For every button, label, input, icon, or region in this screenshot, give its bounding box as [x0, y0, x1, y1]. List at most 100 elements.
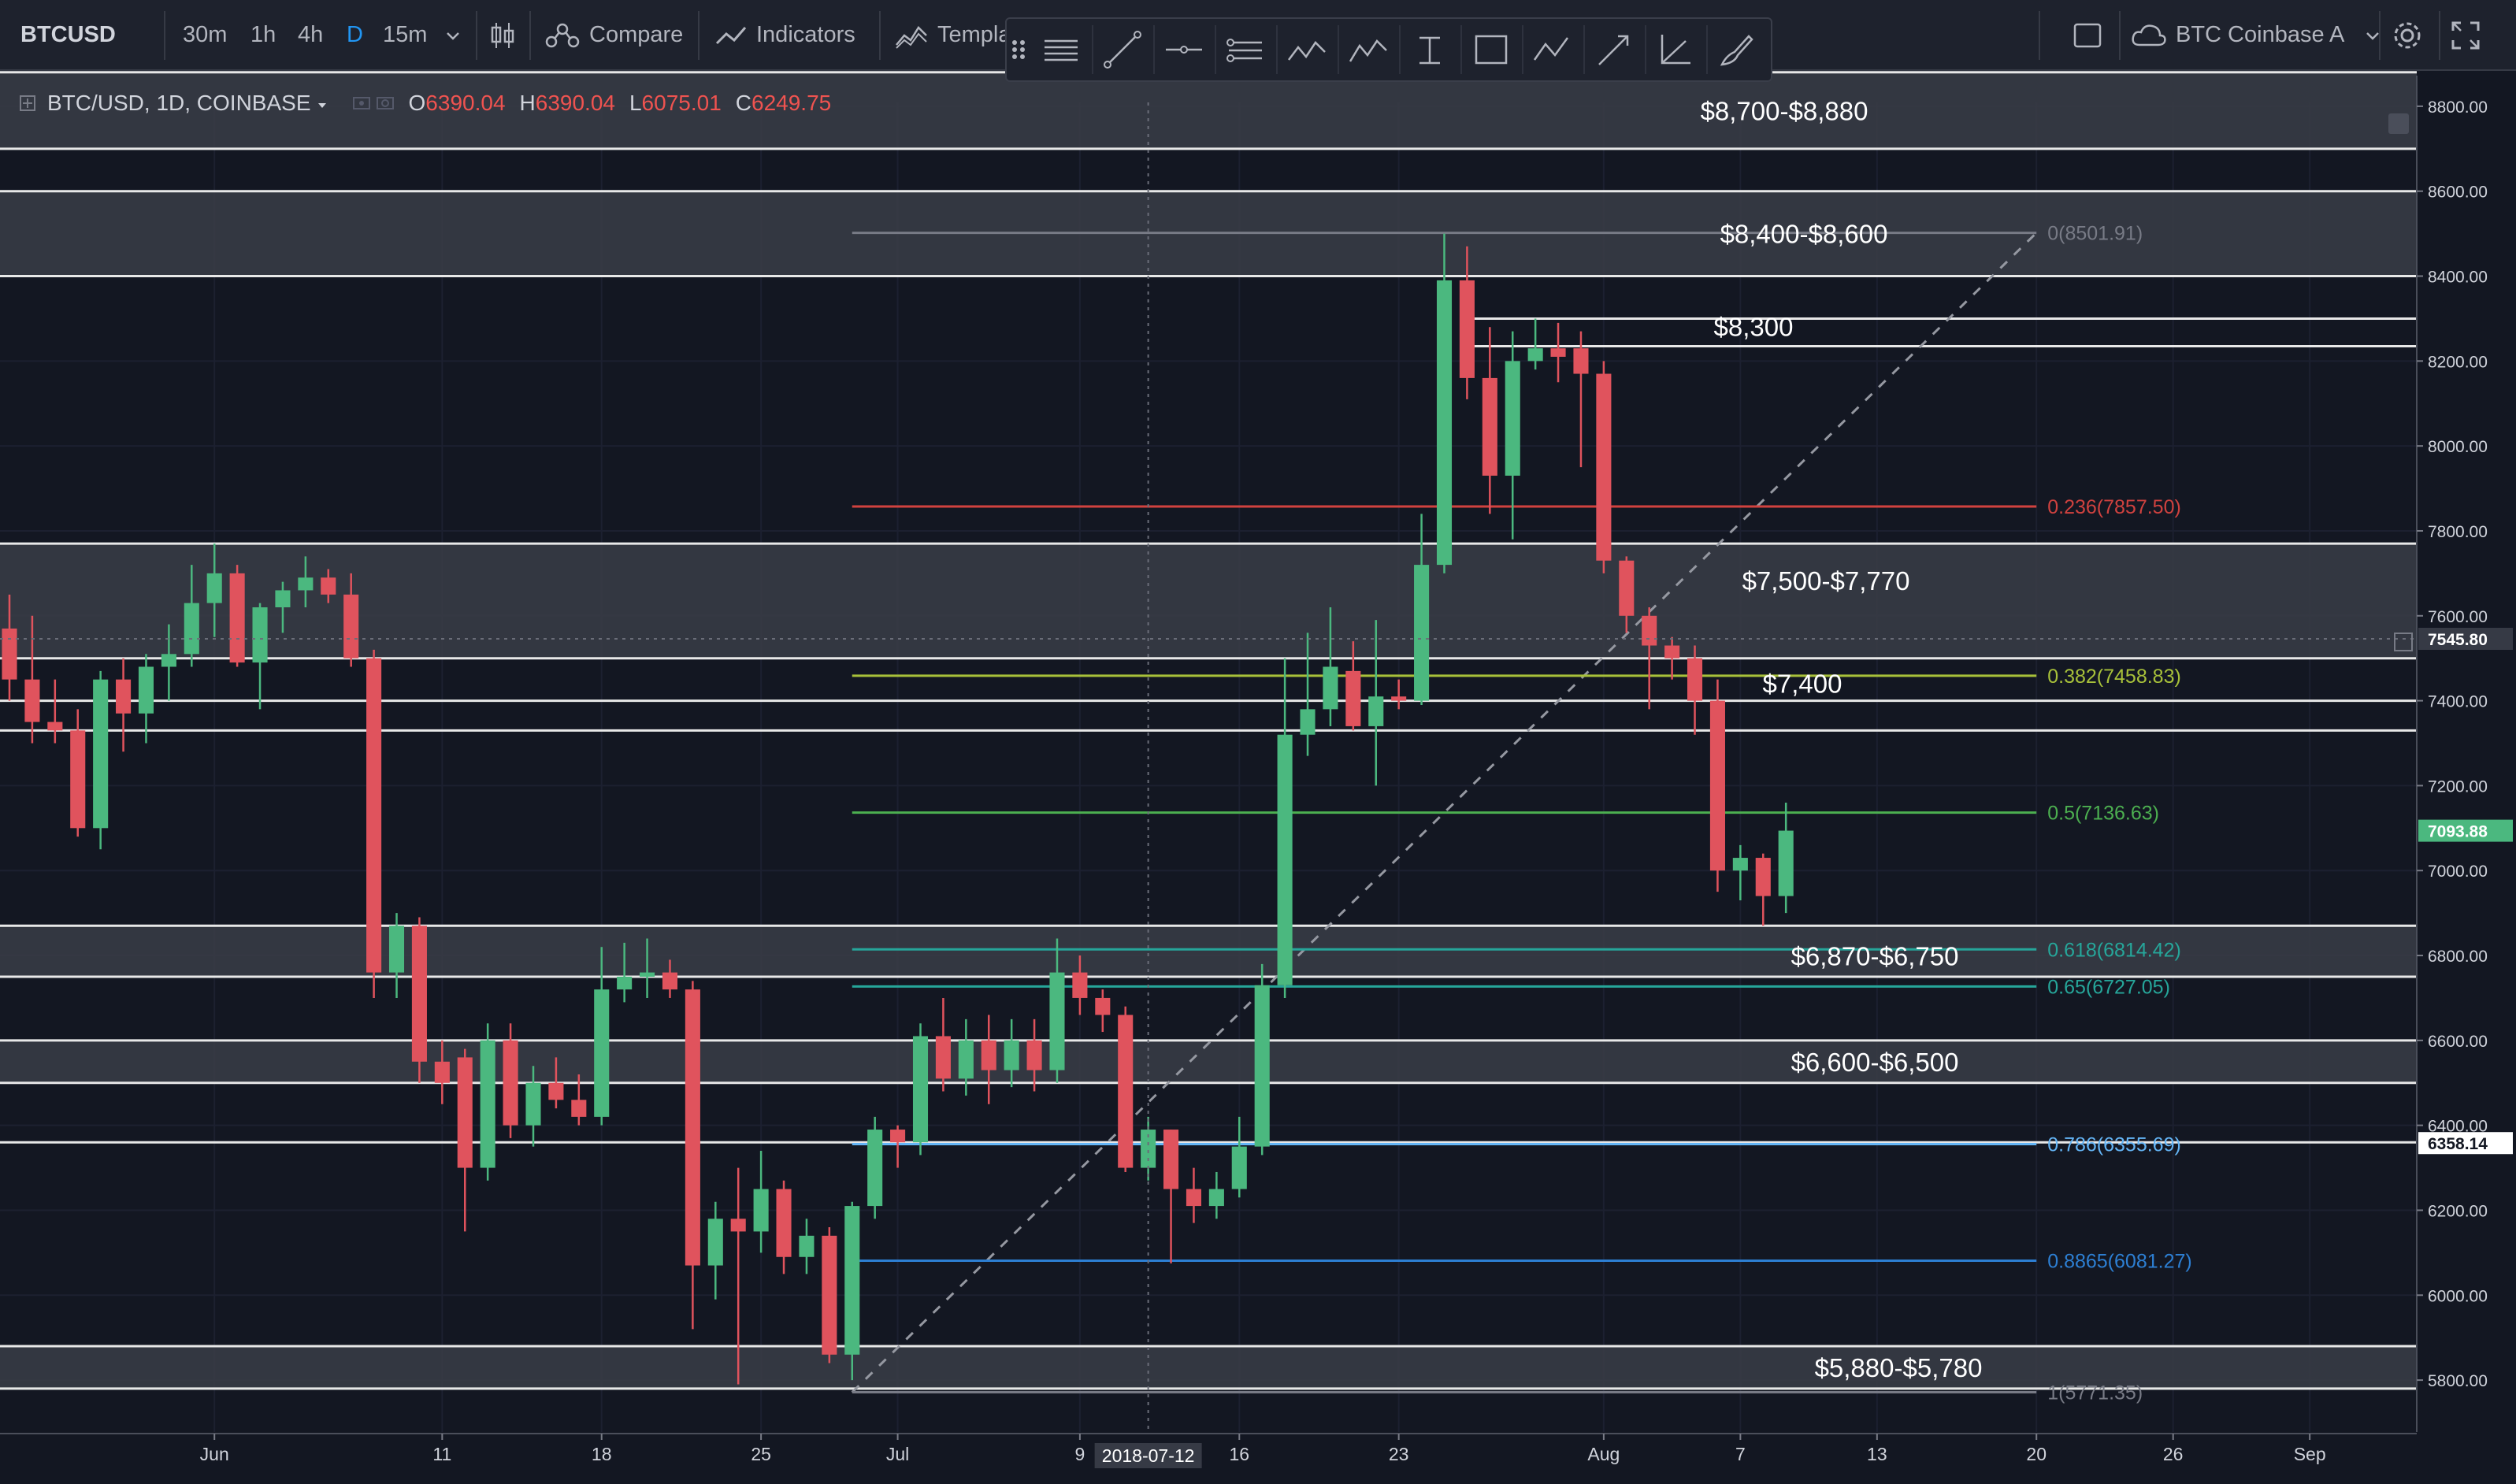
price-zone-rect[interactable] [0, 72, 2417, 149]
parallel-channel-icon[interactable] [1219, 24, 1271, 76]
candle-body[interactable] [24, 679, 40, 722]
save-layout-button[interactable]: BTC Coinbase A [2130, 0, 2381, 69]
symbol-search-button[interactable]: BTCUSD [20, 22, 116, 47]
eye-icon[interactable] [352, 87, 371, 123]
candle-body[interactable] [890, 1130, 906, 1143]
candle-body[interactable] [1755, 858, 1771, 896]
candle-body[interactable] [1709, 700, 1725, 871]
candle-body[interactable] [2, 628, 17, 680]
candle-body[interactable] [1391, 696, 1407, 701]
candle-body[interactable] [116, 679, 132, 714]
candle-body[interactable] [298, 577, 314, 591]
candle-body[interactable] [343, 594, 359, 659]
candle-body[interactable] [206, 573, 222, 603]
templates-button[interactable]: Templa [893, 0, 1011, 69]
trend-line-icon[interactable] [1097, 24, 1149, 76]
candle-body[interactable] [1573, 348, 1589, 374]
candle-body[interactable] [730, 1219, 746, 1232]
candle-body[interactable] [161, 654, 176, 667]
interval-15m-button[interactable]: 15m [383, 22, 428, 47]
candle-body[interactable] [457, 1057, 473, 1168]
indicators-button[interactable]: Indicators [714, 0, 855, 69]
candle-body[interactable] [1026, 1040, 1042, 1070]
candle-body[interactable] [1231, 1146, 1247, 1189]
candle-body[interactable] [275, 590, 291, 607]
candle-body[interactable] [594, 989, 610, 1117]
candle-body[interactable] [1505, 361, 1520, 476]
candle-body[interactable] [1004, 1040, 1019, 1070]
elliott-wave-icon[interactable] [1342, 24, 1394, 76]
candle-body[interactable] [366, 658, 382, 973]
legend-title[interactable]: BTC/USD, 1D, COINBASE [47, 91, 311, 115]
xabcd-pattern-icon[interactable] [1281, 24, 1333, 76]
price-zone-rect[interactable] [0, 1040, 2417, 1083]
price-zone-rect[interactable] [0, 544, 2417, 659]
candle-body[interactable] [1095, 997, 1111, 1015]
settings-button[interactable] [2390, 0, 2425, 69]
candle-body[interactable] [1254, 985, 1270, 1147]
candle-body[interactable] [1049, 972, 1065, 1070]
candle-body[interactable] [1527, 348, 1543, 362]
interval-d-button[interactable]: D [347, 22, 363, 47]
candle-body[interactable] [958, 1040, 974, 1079]
candle-body[interactable] [776, 1189, 792, 1257]
drag-handle-icon[interactable] [1007, 24, 1030, 76]
candle-body[interactable] [1323, 666, 1338, 710]
candle-body[interactable] [981, 1040, 996, 1070]
interval-30m-button[interactable]: 30m [183, 22, 228, 47]
candle-body[interactable] [1345, 670, 1361, 726]
candle-body[interactable] [388, 926, 405, 973]
candle-body[interactable] [70, 730, 86, 829]
chart-type-button[interactable] [488, 0, 517, 69]
interval-1h-button[interactable]: 1h [250, 22, 276, 47]
candle-body[interactable] [1277, 734, 1293, 985]
interval-4h-button[interactable]: 4h [298, 22, 324, 47]
candle-body[interactable] [1163, 1130, 1179, 1189]
abcd-pattern-icon[interactable] [1527, 24, 1579, 76]
candle-body[interactable] [480, 1040, 495, 1168]
candle-body[interactable] [1436, 280, 1453, 566]
text-tool-icon[interactable] [1404, 24, 1456, 76]
horizontal-lines-icon[interactable] [1035, 24, 1087, 76]
compare-button[interactable]: Compare [544, 0, 683, 69]
candle-body[interactable] [1141, 1130, 1156, 1168]
candle-body[interactable] [1687, 658, 1703, 701]
price-zone-rect[interactable] [0, 1345, 2417, 1389]
candle-body[interactable] [321, 577, 336, 595]
candle-body[interactable] [685, 989, 700, 1266]
candle-body[interactable] [1300, 709, 1316, 735]
candle-body[interactable] [1368, 696, 1384, 726]
candle-body[interactable] [1732, 858, 1748, 871]
candle-body[interactable] [935, 1036, 951, 1079]
candle-body[interactable] [548, 1082, 564, 1100]
candle-body[interactable] [617, 976, 633, 990]
candle-body[interactable] [525, 1082, 541, 1126]
candle-body[interactable] [1664, 645, 1680, 659]
candle-body[interactable] [252, 607, 268, 663]
candle-body[interactable] [1414, 565, 1430, 701]
candle-body[interactable] [229, 573, 245, 663]
candle-body[interactable] [1642, 615, 1657, 646]
candle-body[interactable] [822, 1235, 837, 1355]
candle-body[interactable] [138, 666, 154, 714]
interval-dropdown-button[interactable] [444, 0, 462, 69]
candle-body[interactable] [1072, 972, 1088, 998]
candle-body[interactable] [707, 1219, 723, 1266]
expand-legend-icon[interactable] [19, 87, 36, 123]
scale-settings-icon[interactable] [2388, 113, 2409, 134]
price-axis-background[interactable] [2417, 76, 2516, 1438]
caret-down-icon[interactable] [316, 87, 328, 123]
candle-body[interactable] [1118, 1015, 1134, 1168]
candle-body[interactable] [1778, 830, 1794, 896]
settings-small-icon[interactable] [376, 87, 395, 123]
candle-body[interactable] [640, 972, 655, 977]
candle-body[interactable] [912, 1036, 929, 1143]
candle-body[interactable] [1596, 373, 1612, 561]
candle-body[interactable] [1482, 377, 1497, 476]
drawing-toolbar[interactable] [1005, 17, 1772, 82]
candle-body[interactable] [1208, 1189, 1224, 1207]
expand-button[interactable] [2450, 0, 2481, 69]
time-axis-background[interactable] [0, 1432, 2516, 1484]
rectangle-icon[interactable] [1465, 24, 1517, 76]
fibonacci-trend-line[interactable] [851, 232, 2038, 1393]
